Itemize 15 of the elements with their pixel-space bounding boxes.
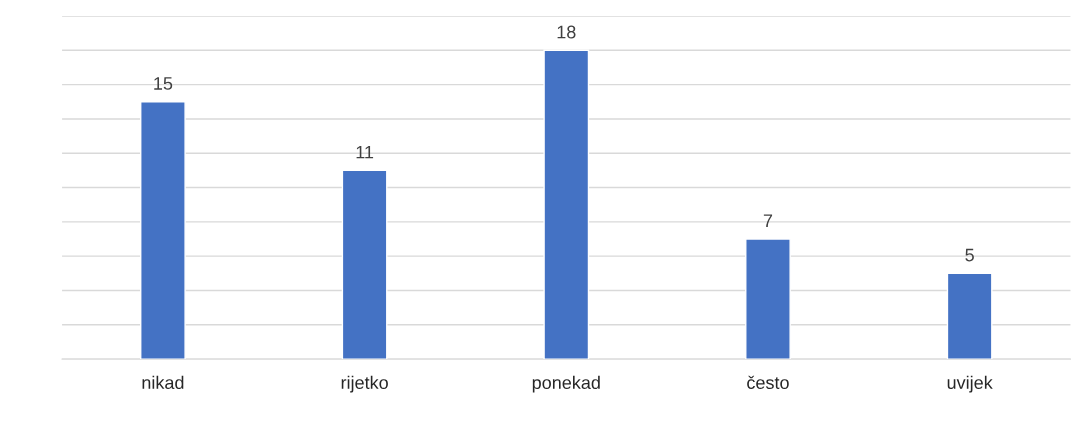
bar [140,101,186,360]
bar [745,238,791,360]
bar [543,49,590,360]
bar [946,272,993,360]
x-tick-label: ponekad [532,375,600,393]
x-tick-label: uvijek [947,375,993,393]
data-label: 11 [356,145,374,159]
data-label: 5 [965,248,974,262]
data-label: 18 [557,25,576,39]
x-tick-label: često [747,375,789,390]
data-label: 15 [154,77,173,90]
x-tick-label: rijetko [341,375,388,393]
data-label: 7 [763,214,773,227]
bar [341,169,388,360]
x-tick-label: nikad [142,375,184,390]
